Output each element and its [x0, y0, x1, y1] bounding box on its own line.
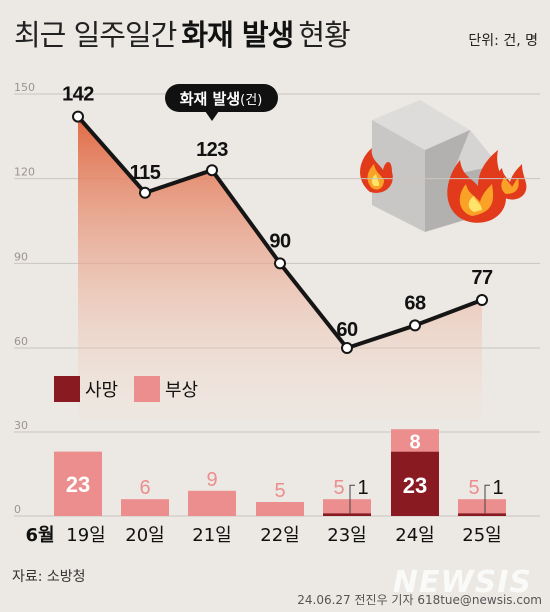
line-point	[476, 294, 488, 307]
callout-pointer	[205, 111, 219, 121]
bar-injury	[391, 429, 439, 452]
legend-label-injury: 부상	[165, 380, 198, 401]
bar-injury	[121, 499, 169, 516]
flame-icon	[447, 150, 506, 223]
line-callout: 화재 발생(건)	[165, 84, 278, 121]
bar-value-label: 8	[409, 431, 420, 453]
line-point	[72, 110, 84, 123]
line-point	[409, 319, 421, 332]
flame-icon	[494, 164, 527, 200]
line-chart: 142 115 123 90 60 68 77	[62, 84, 493, 354]
unit-label: 단위: 건, 명	[468, 33, 538, 49]
bar-injury	[323, 499, 371, 514]
bar-death	[458, 513, 506, 516]
line-value-label: 60	[336, 319, 358, 341]
bar-legend: 사망 부상	[54, 376, 198, 402]
line-point	[206, 164, 218, 177]
bar-injury	[54, 451, 102, 516]
flame-icon	[360, 148, 393, 193]
bar-injury	[256, 502, 304, 516]
x-tick-label: 25일	[462, 525, 501, 546]
x-tick-label: 23일	[327, 525, 366, 546]
source-label: 자료: 소방청	[12, 569, 86, 585]
bar-leader-line	[349, 484, 355, 514]
callout-bubble	[165, 84, 278, 112]
bar-value-label: 6	[139, 477, 150, 499]
title-light: 최근 일주일간	[14, 18, 177, 52]
bar-value-label: 5	[274, 480, 285, 502]
page-title: 최근 일주일간 화재 발생 현황	[14, 12, 351, 54]
bar-value-label: 1	[492, 477, 503, 499]
line-value-label: 68	[404, 292, 426, 314]
y-tick-label: 150	[14, 81, 35, 94]
x-tick-label: 20일	[125, 525, 164, 546]
x-tick-label: 21일	[192, 525, 231, 546]
watermark: NEWSIS	[392, 565, 532, 600]
bar-value-label: 1	[357, 477, 368, 499]
legend-swatch-injury	[134, 376, 160, 402]
line-value-label: 142	[62, 84, 94, 106]
line-value-label: 115	[130, 162, 161, 184]
line-point	[139, 186, 151, 199]
y-tick-label: 60	[14, 335, 28, 348]
title-bold: 화재 발생	[181, 18, 294, 52]
bar-value-label: 5	[333, 477, 344, 499]
callout-unit: (건)	[240, 93, 262, 108]
x-month-label: 6월	[25, 525, 54, 546]
legend-label-death: 사망	[85, 380, 118, 401]
x-tick-label: 19일	[66, 525, 105, 546]
bar-injury	[458, 499, 506, 514]
callout-bold: 화재 발생	[180, 90, 240, 108]
bar-death	[323, 513, 371, 516]
bar-death	[391, 451, 439, 516]
bar-value-label: 5	[468, 477, 479, 499]
bar-value-label: 9	[206, 469, 217, 491]
line-value-label: 123	[196, 139, 228, 161]
x-axis: 6월 19일 20일 21일 22일 23일 24일 25일	[25, 525, 501, 546]
y-tick-label: 0	[14, 503, 21, 516]
line-point	[274, 257, 286, 270]
line-value-label: 77	[471, 267, 493, 289]
bar-value-label: 23	[66, 472, 90, 497]
y-tick-label: 90	[14, 250, 28, 263]
x-tick-label: 24일	[395, 525, 434, 546]
y-tick-label: 120	[14, 166, 35, 179]
legend-swatch-death	[54, 376, 80, 402]
bar-leader-line	[484, 484, 490, 514]
line-value-label: 90	[269, 230, 291, 252]
bar-injury	[188, 490, 236, 516]
y-tick-label: 30	[14, 419, 28, 432]
callout-label: 화재 발생(건)	[180, 90, 263, 108]
bar-value-label: 23	[403, 473, 427, 498]
x-tick-label: 22일	[260, 525, 299, 546]
line-point	[341, 342, 353, 354]
title-tail: 현황	[298, 18, 350, 52]
credit-label: 24.06.27 전진우 기자 618tue@newsis.com	[297, 593, 542, 607]
house-fire-icon	[360, 100, 527, 232]
